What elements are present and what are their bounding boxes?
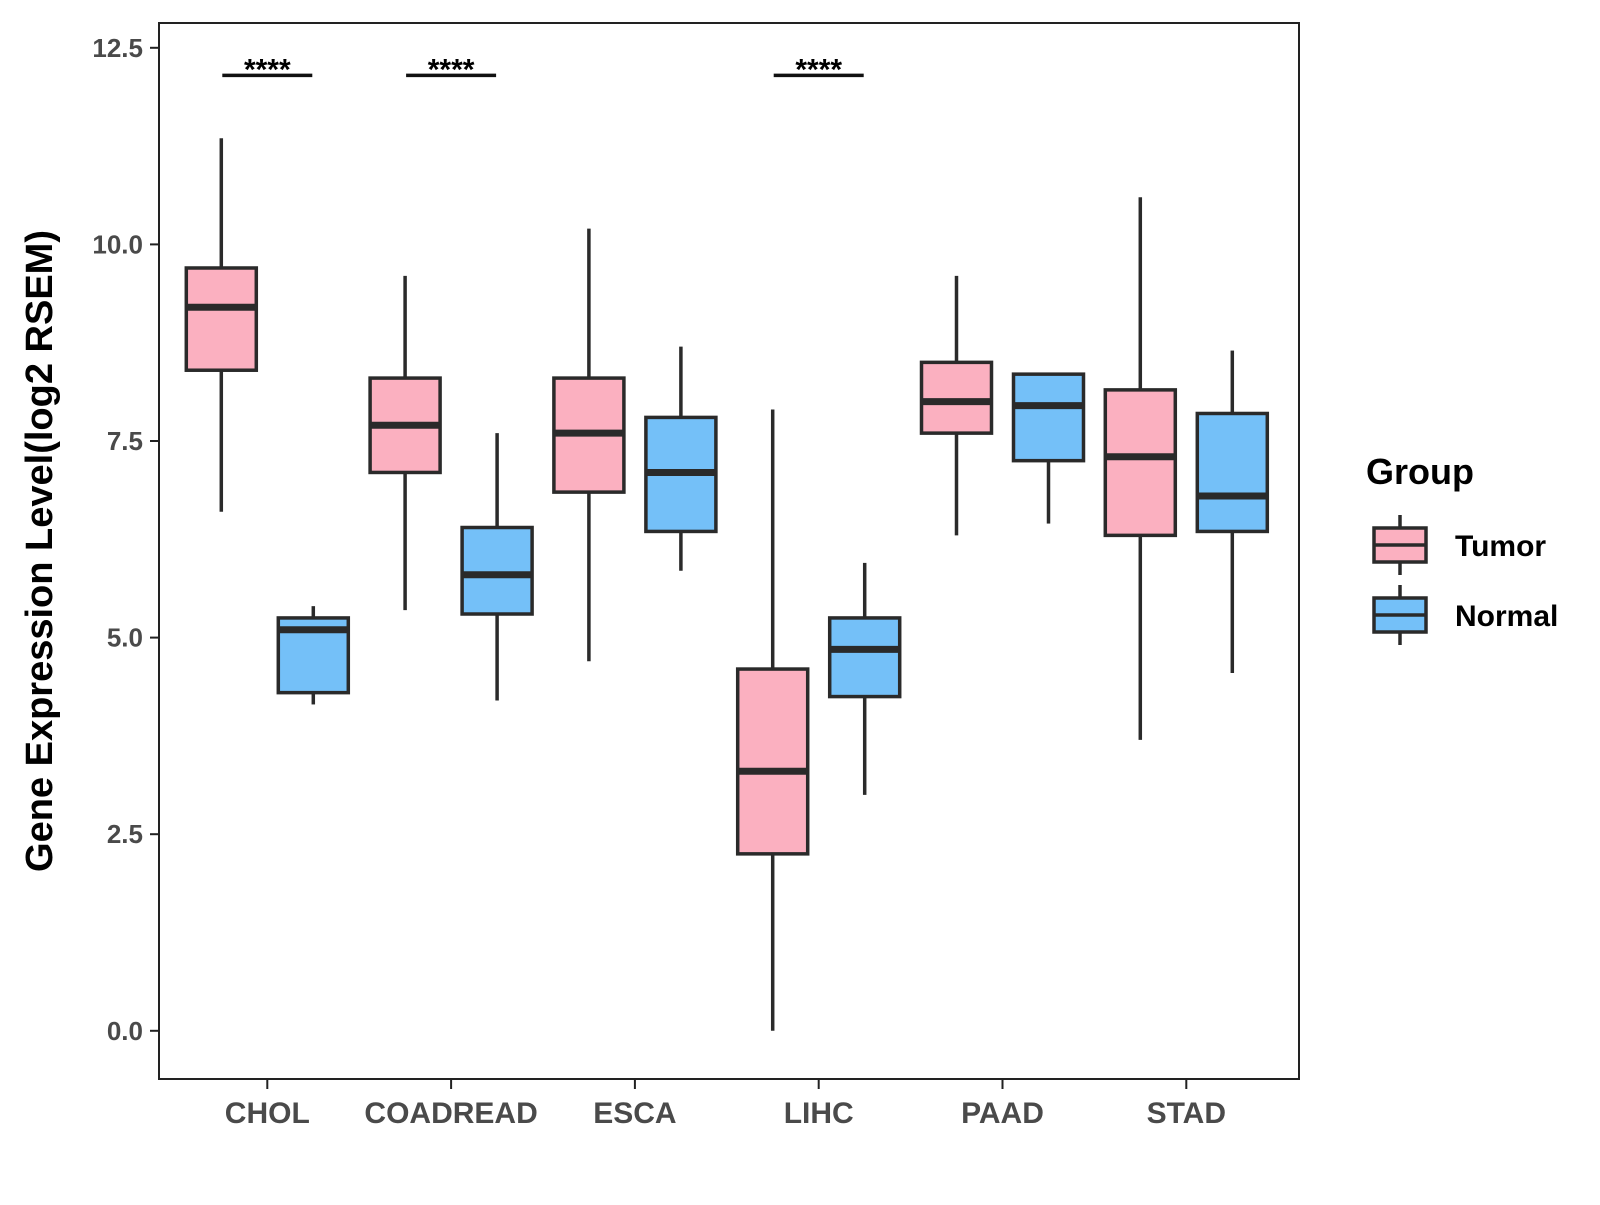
y-axis: 0.0 2.5 5.0 7.5 10.0 12.5 (92, 33, 159, 1046)
box-normal-lihc (827, 562, 902, 795)
legend-label: Tumor (1455, 530, 1546, 563)
box-iqr (919, 360, 994, 435)
box-tumor-stad (1103, 197, 1178, 740)
box-iqr (1011, 372, 1086, 463)
y-axis-title: Gene Expression Level(log2 RSEM) (19, 230, 61, 872)
x-tick-label: LIHC (784, 1097, 854, 1130)
box-iqr (1195, 411, 1270, 534)
significance-label: **** (244, 53, 291, 86)
box-normal-stad (1195, 350, 1270, 673)
box-iqr (184, 266, 259, 372)
box-tumor-esca (552, 228, 626, 662)
box-normal-coadread (460, 433, 534, 701)
box-iqr (460, 525, 534, 616)
box-normal-esca (644, 346, 718, 571)
y-tick-label: 0.0 (107, 1016, 143, 1046)
x-tick-label: CHOL (225, 1097, 310, 1130)
y-tick-label: 10.0 (92, 229, 143, 259)
plot-panel-border (158, 22, 1300, 1080)
legend-label: Normal (1455, 600, 1558, 633)
legend-item-tumor: Tumor (1372, 515, 1546, 575)
significance-annotations: **** **** **** (222, 53, 864, 86)
legend: Group Tumor Normal (1366, 451, 1558, 645)
box-tumor-lihc (735, 409, 810, 1031)
box-iqr (1103, 388, 1178, 538)
legend-item-normal: Normal (1372, 585, 1558, 645)
box-tumor-coadread (368, 275, 442, 611)
box-group (184, 138, 1270, 1031)
box-normal-chol (276, 606, 351, 705)
box-iqr (735, 667, 810, 856)
x-tick-label: STAD (1147, 1097, 1226, 1130)
x-axis: CHOL COADREAD ESCA LIHC PAAD STAD (225, 1079, 1226, 1130)
box-tumor-paad (919, 275, 994, 536)
box-tumor-chol (184, 138, 259, 512)
x-tick-label: COADREAD (364, 1097, 537, 1130)
box-iqr (827, 616, 902, 699)
x-tick-label: ESCA (593, 1097, 676, 1130)
significance-label: **** (428, 53, 475, 86)
y-tick-label: 2.5 (107, 819, 143, 849)
y-tick-label: 5.0 (107, 623, 143, 653)
significance-label: **** (795, 53, 842, 86)
x-tick-label: PAAD (961, 1097, 1044, 1130)
box-normal-paad (1011, 372, 1086, 524)
y-tick-label: 12.5 (92, 33, 143, 63)
legend-title: Group (1366, 451, 1474, 492)
y-tick-label: 7.5 (107, 426, 143, 456)
